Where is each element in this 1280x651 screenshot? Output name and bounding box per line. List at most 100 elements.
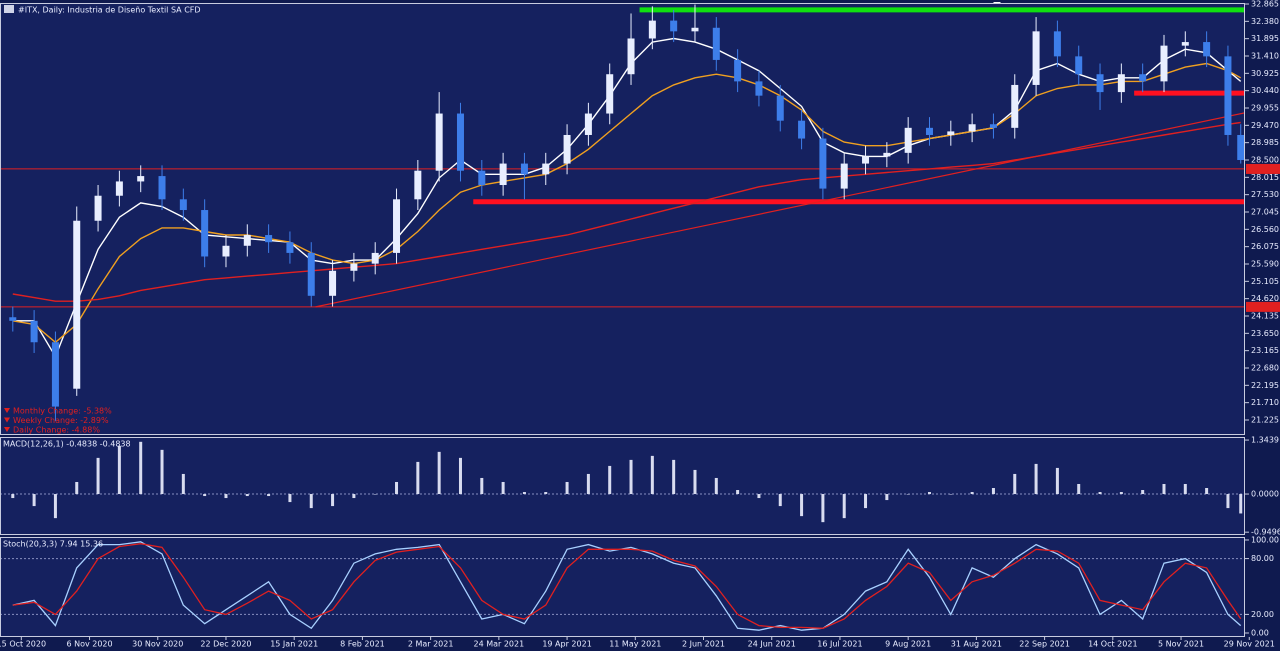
panel	[0, 3, 1245, 435]
y-tick-label: 22.680	[1251, 363, 1279, 372]
macd-bar	[32, 494, 36, 507]
macd-bar	[821, 494, 825, 523]
x-tick-label: 22 Sep 2021	[1019, 640, 1070, 649]
series-line	[12, 62, 1242, 344]
y-tick-label: 29.955	[1251, 103, 1279, 112]
macd-bar	[1162, 483, 1166, 495]
y-tick-label: 20.00	[1251, 610, 1274, 619]
candle-body	[9, 317, 17, 321]
x-tick-label: 2 Mar 2021	[408, 640, 454, 649]
candle-body	[947, 131, 955, 135]
x-tick-label: 24 Jun 2021	[748, 640, 796, 649]
candle-body	[584, 113, 592, 135]
candle-body	[648, 20, 656, 39]
y-tick-label: 0.00	[1251, 629, 1269, 638]
macd-bar	[906, 494, 910, 495]
panel	[0, 537, 1245, 637]
candle-body	[307, 252, 315, 296]
candle-body	[1203, 42, 1211, 57]
panel-title: Stoch(20,3,3) 7.94 15.36	[3, 540, 103, 549]
x-tick-label: 22 Dec 2020	[200, 640, 251, 649]
candle-body	[456, 113, 464, 171]
y-tick-label: -0.9496	[1251, 528, 1280, 537]
macd-bar	[224, 494, 228, 499]
macd-bar	[1183, 483, 1187, 495]
candle-body	[222, 245, 230, 257]
price-tag	[1246, 301, 1280, 312]
series-line	[12, 543, 1242, 629]
macd-bar	[11, 494, 15, 499]
candle-body	[563, 134, 571, 164]
macd-bar	[331, 494, 335, 507]
y-tick-label: 100.00	[1251, 535, 1279, 544]
macd-bar	[75, 481, 79, 495]
plot-area	[1, 541, 1244, 631]
change-icon	[4, 417, 10, 423]
macd-bar	[927, 492, 931, 495]
macd-bar	[501, 481, 505, 495]
y-tick-label: 28.985	[1251, 138, 1279, 147]
candle-body	[478, 170, 486, 186]
candle-body	[1139, 74, 1147, 82]
macd-bar	[117, 445, 121, 495]
macd-bar	[672, 459, 676, 495]
x-tick-label: 11 May 2021	[609, 640, 661, 649]
candle-body	[350, 263, 358, 271]
macd-bar	[352, 494, 356, 499]
candle-body	[1075, 56, 1083, 75]
macd-bar	[480, 477, 484, 495]
title-icon	[4, 5, 14, 13]
y-tick-label: 30.440	[1251, 86, 1279, 95]
macd-bar	[949, 494, 953, 495]
macd-bar	[693, 469, 697, 495]
y-tick-label: 32.865	[1251, 0, 1279, 9]
macd-bar	[416, 461, 420, 495]
macd-bar	[736, 490, 740, 495]
candle-body	[542, 163, 550, 175]
y-tick-label: 0.0000	[1251, 490, 1279, 499]
candle-body	[115, 181, 123, 196]
macd-bar	[53, 494, 57, 519]
y-tick-label: 28.500	[1251, 155, 1279, 164]
macd-bar	[650, 455, 654, 495]
candle-body	[1237, 134, 1244, 160]
series-line	[12, 541, 1242, 631]
macd-bar	[203, 494, 207, 497]
macd-bar	[1077, 483, 1081, 495]
candle-body	[755, 81, 763, 96]
x-tick-label: 8 Feb 2021	[340, 640, 385, 649]
macd-bar	[139, 441, 143, 495]
macd-bar	[629, 459, 633, 495]
macd-bar	[267, 494, 271, 497]
candle-body	[606, 74, 614, 114]
macd-bar	[991, 488, 995, 495]
candle-body	[670, 20, 678, 32]
y-tick-label: 26.560	[1251, 225, 1279, 234]
candle-body	[968, 124, 976, 132]
candle-body	[1181, 42, 1189, 46]
panel-title: #ITX, Daily: Industria de Diseño Textil …	[18, 6, 201, 15]
x-tick-label: 16 Jul 2021	[817, 640, 862, 649]
x-tick-label: 2 Jun 2021	[682, 640, 725, 649]
macd-bar	[1034, 463, 1038, 495]
macd-bar	[437, 451, 441, 495]
candle-body	[862, 156, 870, 164]
y-tick-label: 31.895	[1251, 34, 1279, 43]
x-tick-label: 29 Nov 2021	[1224, 640, 1275, 649]
macd-bar	[864, 494, 868, 509]
macd-bar	[970, 492, 974, 495]
y-tick-label: 30.925	[1251, 69, 1279, 78]
candle-body	[712, 27, 720, 60]
change-note: Daily Change: -4.88%	[13, 426, 100, 435]
x-tick-label: 14 Oct 2021	[1088, 640, 1137, 649]
candle-body	[1117, 74, 1125, 93]
candle-body	[627, 38, 635, 75]
plot-area	[1, 441, 1244, 523]
y-tick-label: 21.225	[1251, 415, 1279, 424]
y-tick-label: 1.3439	[1251, 436, 1279, 445]
candle-body	[435, 113, 443, 171]
y-tick-label: 23.650	[1251, 329, 1279, 338]
y-tick-label: 80.00	[1251, 554, 1274, 563]
y-tick-label: 23.165	[1251, 346, 1279, 355]
